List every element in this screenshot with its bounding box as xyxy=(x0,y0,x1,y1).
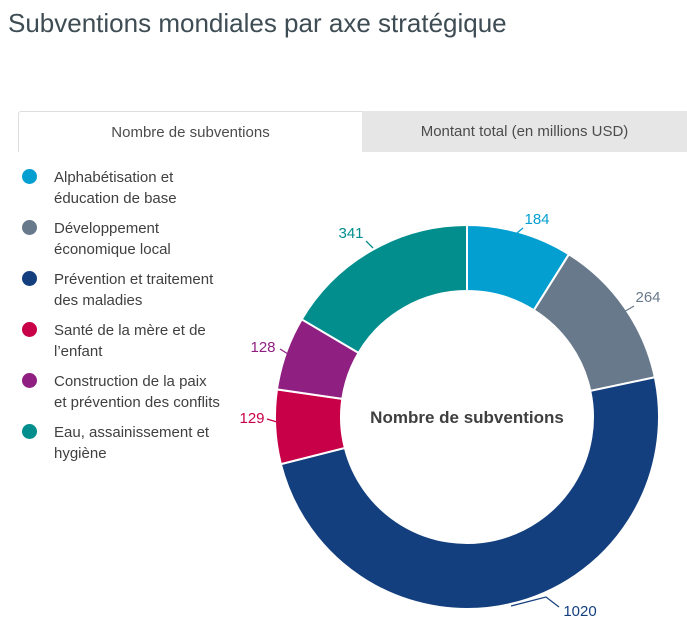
legend-item-4[interactable]: Construction de la paix et prévention de… xyxy=(22,371,222,413)
legend-item-5[interactable]: Eau, assainissement et hygiène xyxy=(22,422,222,464)
legend-item-0[interactable]: Alphabétisation et éducation de base xyxy=(22,167,222,209)
legend-swatch-icon xyxy=(22,169,37,184)
legend-item-3[interactable]: Santé de la mère et de l’enfant xyxy=(22,320,222,362)
tab-montant-total[interactable]: Montant total (en millions USD) xyxy=(362,111,687,152)
tab-label: Nombre de subventions xyxy=(111,123,270,141)
legend-item-label: Alphabétisation et éducation de base xyxy=(54,169,177,207)
slice-leader-line-2 xyxy=(510,596,560,608)
legend-item-label: Prévention et traitement des maladies xyxy=(54,271,214,309)
slice-value-label-5: 341 xyxy=(338,225,363,242)
legend-item-label: Développement économique local xyxy=(54,220,171,258)
pie-slice-2[interactable] xyxy=(279,376,660,610)
legend-swatch-icon xyxy=(22,271,37,286)
page-title: Subventions mondiales par axe stratégiqu… xyxy=(8,8,507,38)
chart-legend: Alphabétisation et éducation de base Déve… xyxy=(22,167,222,464)
legend-swatch-icon xyxy=(22,220,37,235)
slice-leader-line-3 xyxy=(266,418,278,423)
legend-item-2[interactable]: Prévention et traitement des maladies xyxy=(22,269,222,311)
tab-nombre-de-subventions[interactable]: Nombre de subventions xyxy=(18,111,362,152)
legend-swatch-icon xyxy=(22,322,37,337)
donut-center-label: Nombre de subventions xyxy=(370,408,564,427)
legend-item-label: Construction de la paix et prévention de… xyxy=(54,373,220,411)
slice-leader-line-1 xyxy=(621,305,635,314)
legend-swatch-icon xyxy=(22,373,37,388)
pie-slice-5[interactable] xyxy=(300,223,468,355)
tab-bar: Nombre de subventions Montant total (en … xyxy=(18,111,687,152)
legend-item-label: Santé de la mère et de l’enfant xyxy=(54,322,206,360)
slice-leader-line-5 xyxy=(365,240,374,249)
slice-value-label-2: 1020 xyxy=(563,603,596,620)
slice-value-label-3: 129 xyxy=(239,410,264,427)
tab-label: Montant total (en millions USD) xyxy=(420,123,629,140)
slice-leader-line-4 xyxy=(279,348,289,355)
slice-value-label-0: 184 xyxy=(524,211,549,228)
legend-item-1[interactable]: Développement économique local xyxy=(22,218,222,260)
legend-item-label: Eau, assainissement et hygiène xyxy=(54,424,210,462)
slice-leader-line-0 xyxy=(510,227,524,239)
slice-value-label-1: 264 xyxy=(635,289,660,306)
slice-value-label-4: 128 xyxy=(250,339,275,356)
legend-swatch-icon xyxy=(22,424,37,439)
